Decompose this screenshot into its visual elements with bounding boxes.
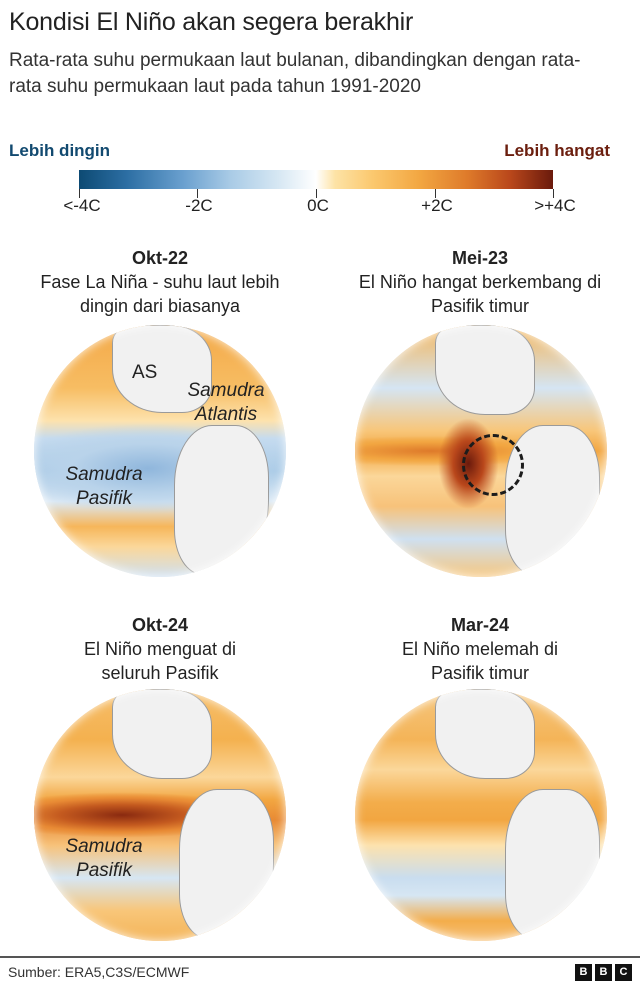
bbc-logo: B B C (575, 964, 632, 981)
globe-map-okt24: Samudra Pasifik (34, 689, 286, 941)
panel-header-mar24: Mar-24 El Niño melemah di Pasifik timur (320, 613, 640, 685)
scale-label-zero: 0C (307, 196, 329, 215)
scale-label-min: <-4C (63, 196, 101, 215)
scale-label-neg2: -2C (185, 196, 213, 215)
scale-label-pos2: +2C (421, 196, 453, 215)
map-label-as: AS (132, 362, 158, 383)
globe-map-okt22: AS Samudra Atlantis Samudra Pasifik (34, 325, 286, 577)
panel-date: Okt-22 (131, 248, 189, 268)
panel-header-okt24: Okt-24 El Niño menguat di seluruh Pasifi… (0, 613, 320, 685)
panel-date: Mei-23 (451, 248, 509, 268)
panel-date: Okt-24 (131, 615, 189, 635)
scale-tick (435, 189, 436, 198)
scale-tick (316, 189, 317, 198)
panel-header-mei23: Mei-23 El Niño hangat berkembang di Pasi… (320, 246, 640, 318)
bbc-logo-letter: B (575, 964, 592, 981)
bbc-logo-letter: C (615, 964, 632, 981)
panel-description: El Niño hangat berkembang di Pasifik tim… (358, 272, 602, 316)
bbc-logo-letter: B (595, 964, 612, 981)
scale-tick (79, 189, 80, 198)
map-label-atlantic: Samudra Atlantis (187, 380, 265, 425)
panel-description: Fase La Niña - suhu laut lebih dingin da… (40, 272, 280, 316)
globe-map-mei23 (355, 325, 607, 577)
color-scale-bar (79, 170, 553, 189)
source-credit: Sumber: ERA5,C3S/ECMWF (8, 964, 190, 980)
legend-warm-label: Lebih hangat (504, 141, 610, 160)
scale-tick (553, 189, 554, 198)
footer-divider (0, 956, 640, 958)
panel-date: Mar-24 (450, 615, 510, 635)
scale-label-max: >+4C (534, 196, 576, 215)
panel-header-okt22: Okt-22 Fase La Niña - suhu laut lebih di… (0, 246, 320, 318)
globe-map-mar24 (355, 689, 607, 941)
chart-title: Kondisi El Niño akan segera berakhir (9, 8, 414, 36)
chart-subtitle: Rata-rata suhu permukaan laut bulanan, d… (9, 50, 581, 97)
highlight-circle (462, 434, 524, 496)
legend-cold-label: Lebih dingin (9, 141, 111, 160)
map-label-pacific: Samudra Pasifik (65, 464, 143, 509)
map-label-pacific: Samudra Pasifik (65, 836, 143, 881)
panel-description: El Niño melemah di Pasifik timur (401, 639, 559, 683)
scale-tick (197, 189, 198, 198)
panel-description: El Niño menguat di seluruh Pasifik (83, 639, 237, 683)
